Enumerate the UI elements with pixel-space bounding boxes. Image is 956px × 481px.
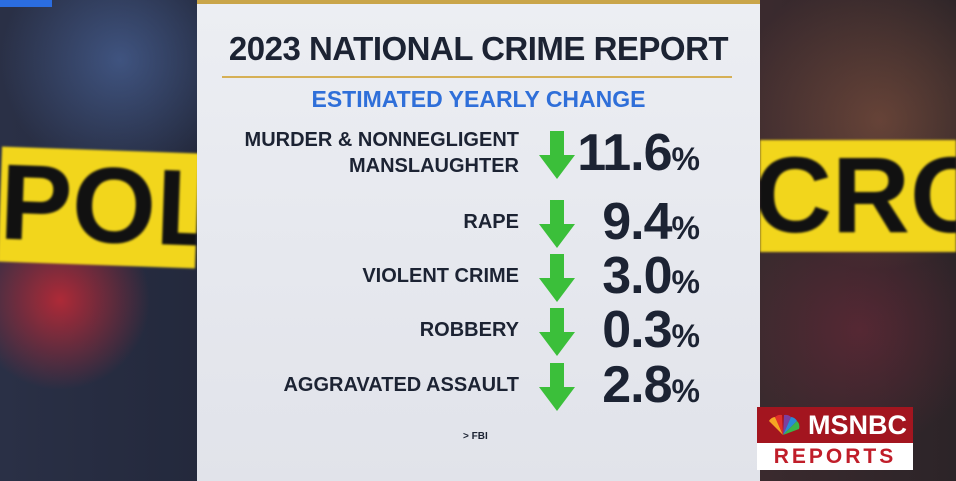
down-arrow: [537, 200, 577, 250]
logo-top: MSNBC: [757, 407, 913, 443]
arrow-icon: [539, 131, 575, 179]
source: > FBI: [463, 431, 488, 442]
value-unit: %: [671, 141, 700, 177]
value-number: 3.0: [602, 247, 672, 305]
row-label: RAPE: [463, 209, 519, 235]
peacock: [769, 414, 800, 435]
subtitle: ESTIMATED YEARLY CHANGE: [311, 86, 646, 112]
panel-edge: [197, 0, 760, 4]
value-number: 2.8: [602, 356, 672, 414]
title-rule: [222, 76, 732, 78]
label-line: VIOLENT CRIME: [362, 265, 519, 287]
label-line: MANSLAUGHTER: [349, 155, 519, 177]
title: 2023 NATIONAL CRIME REPORT: [228, 30, 729, 67]
arrow-icon: [539, 363, 575, 411]
value-number: 9.4: [602, 193, 672, 251]
row-value: 2.8%: [602, 357, 700, 426]
row-label: ROBBERY: [420, 317, 519, 343]
arrow-icon: [539, 254, 575, 302]
row-value: 0.3%: [602, 302, 700, 371]
down-arrow: [537, 131, 577, 181]
value-unit: %: [671, 210, 700, 246]
tape-left: POLIC: [0, 146, 199, 269]
row-label: MURDER & NONNEGLIGENT MANSLAUGHTER: [245, 127, 519, 179]
down-arrow: [537, 363, 577, 413]
panel: [197, 0, 760, 481]
value-unit: %: [671, 318, 700, 354]
arrow-icon: [539, 200, 575, 248]
arrow-icon: [539, 308, 575, 356]
value-unit: %: [671, 264, 700, 300]
label-line: RAPE: [463, 211, 519, 233]
corner-mark: [0, 0, 52, 7]
row-value: 11.6%: [577, 125, 700, 194]
row-value: 3.0%: [602, 248, 700, 317]
value-unit: %: [671, 373, 700, 409]
tape-right: CROSS: [760, 140, 956, 252]
row-value: 9.4%: [602, 194, 700, 263]
label-line: AGGRAVATED ASSAULT: [283, 374, 519, 396]
down-arrow: [537, 308, 577, 358]
row-label: VIOLENT CRIME: [362, 263, 519, 289]
label-line: MURDER & NONNEGLIGENT: [244, 129, 519, 151]
value-number: 0.3: [602, 301, 672, 359]
value-number: 11.6: [577, 124, 672, 182]
row-label: AGGRAVATED ASSAULT: [283, 372, 519, 398]
down-arrow: [537, 254, 577, 304]
logo-text: MSNBC: [808, 410, 907, 440]
logo-bottom: REPORTS: [757, 443, 913, 470]
label-line: ROBBERY: [419, 319, 519, 341]
